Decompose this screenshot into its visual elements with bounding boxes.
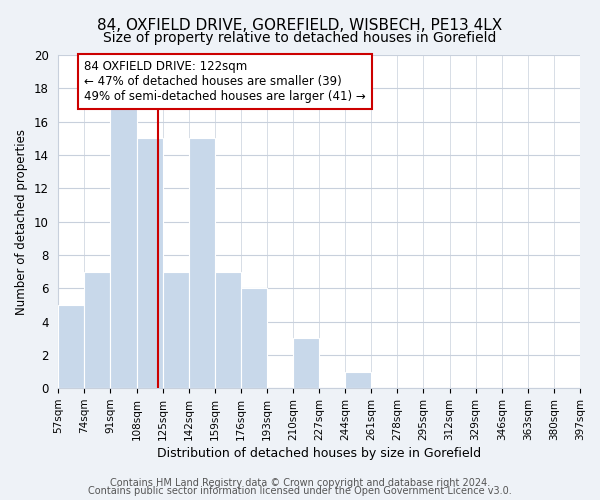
Y-axis label: Number of detached properties: Number of detached properties [15,128,28,314]
Bar [345,372,371,388]
Text: 84, OXFIELD DRIVE, GOREFIELD, WISBECH, PE13 4LX: 84, OXFIELD DRIVE, GOREFIELD, WISBECH, P… [97,18,503,32]
Bar [241,288,267,388]
Bar [85,272,110,388]
Bar [137,138,163,388]
Text: Contains public sector information licensed under the Open Government Licence v3: Contains public sector information licen… [88,486,512,496]
Bar [215,272,241,388]
Bar [293,338,319,388]
Text: Size of property relative to detached houses in Gorefield: Size of property relative to detached ho… [103,31,497,45]
Bar [163,272,189,388]
Text: Contains HM Land Registry data © Crown copyright and database right 2024.: Contains HM Land Registry data © Crown c… [110,478,490,488]
X-axis label: Distribution of detached houses by size in Gorefield: Distribution of detached houses by size … [157,447,481,460]
Bar [58,305,85,388]
Bar [110,105,137,388]
Text: 84 OXFIELD DRIVE: 122sqm
← 47% of detached houses are smaller (39)
49% of semi-d: 84 OXFIELD DRIVE: 122sqm ← 47% of detach… [85,60,366,103]
Bar [189,138,215,388]
